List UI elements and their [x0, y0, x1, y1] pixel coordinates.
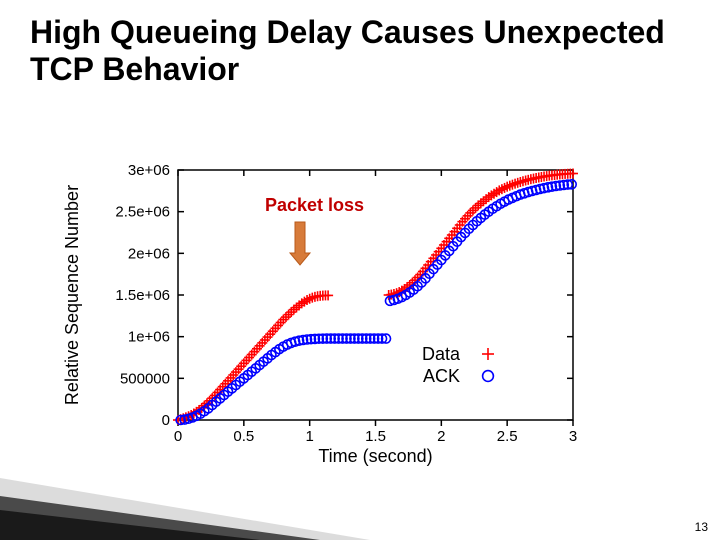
svg-text:1e+06: 1e+06	[128, 329, 170, 346]
svg-text:Data: Data	[422, 344, 461, 364]
svg-text:3: 3	[569, 428, 577, 445]
svg-text:2e+06: 2e+06	[128, 245, 170, 262]
svg-text:ACK: ACK	[423, 366, 460, 386]
svg-text:2.5: 2.5	[497, 428, 518, 445]
svg-text:500000: 500000	[120, 370, 170, 387]
svg-text:0: 0	[162, 412, 170, 429]
svg-text:1: 1	[305, 428, 313, 445]
svg-text:2.5e+06: 2.5e+06	[115, 204, 170, 221]
svg-text:0: 0	[174, 428, 182, 445]
svg-text:Relative Sequence Number: Relative Sequence Number	[62, 185, 82, 405]
packet-loss-label: Packet loss	[265, 195, 364, 216]
slide: High Queueing Delay Causes Unexpected TC…	[0, 0, 720, 540]
svg-text:1.5e+06: 1.5e+06	[115, 287, 170, 304]
slide-title: High Queueing Delay Causes Unexpected TC…	[30, 14, 690, 88]
svg-text:Time (second): Time (second)	[318, 446, 432, 466]
svg-text:3e+06: 3e+06	[128, 162, 170, 179]
page-number: 13	[695, 520, 708, 534]
svg-text:2: 2	[437, 428, 445, 445]
svg-text:1.5: 1.5	[365, 428, 386, 445]
svg-text:0.5: 0.5	[233, 428, 254, 445]
